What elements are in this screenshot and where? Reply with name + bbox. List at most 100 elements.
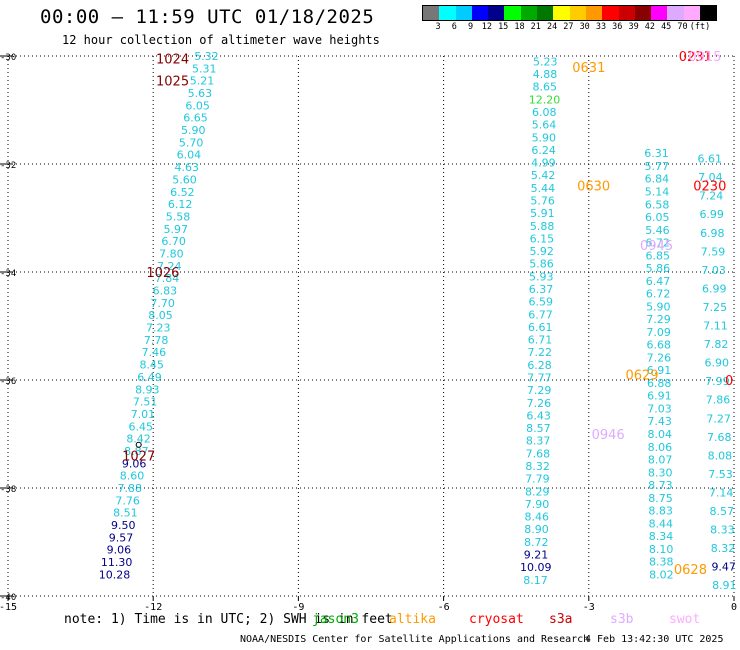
legend-label: 3 (435, 22, 441, 32)
wave-height-value: 6.12 (168, 198, 193, 211)
wave-height-value: 6.52 (170, 186, 195, 199)
wave-height-value: 8.44 (649, 517, 674, 530)
wave-height-value: 6.31 (644, 147, 669, 160)
wave-height-value: 7.29 (527, 384, 552, 397)
wave-height-value: 8.57 (710, 505, 735, 518)
pass-time-label: 0628 (674, 563, 707, 578)
wave-height-value: 8.65 (533, 81, 558, 94)
pass-time-label: 1027 (122, 450, 155, 465)
pass-time-label: 0915 (688, 50, 721, 65)
wave-height-value: 5.31 (192, 62, 217, 75)
wave-height-value: 8.04 (648, 428, 673, 441)
wave-height-value: 11.30 (101, 556, 133, 569)
y-tick-label: -38 (0, 485, 16, 495)
legend-swatch (569, 6, 586, 20)
wave-height-value: 6.88 (647, 377, 672, 390)
legend-swatch (683, 6, 701, 20)
wave-height-value: 5.90 (532, 131, 557, 144)
wave-height-value: 6.72 (646, 288, 671, 301)
wave-height-value: 7.04 (698, 171, 723, 184)
wave-height-value: 6.28 (527, 359, 552, 372)
legend-label: 18 (514, 22, 525, 32)
chart-title: 00:00 – 11:59 UTC 01/18/2025 (40, 6, 375, 28)
pass-time-label: 1026 (146, 266, 179, 281)
wave-height-value: 8.29 (525, 485, 550, 498)
wave-height-value: 8.10 (649, 543, 674, 556)
wave-height-value: 5.46 (645, 224, 670, 237)
pass-time-label: 0946 (592, 428, 625, 443)
legend-label: 39 (628, 22, 639, 32)
wave-height-value: 7.23 (146, 322, 171, 335)
y-tick-label: -32 (0, 161, 16, 171)
wave-height-value: 8.17 (523, 574, 548, 587)
wave-height-value: 6.61 (698, 153, 723, 166)
wave-height-value: 8.02 (649, 568, 674, 581)
wave-height-value: 7.79 (525, 473, 550, 486)
wave-height-value: 5.70 (179, 136, 204, 149)
wave-height-value: 5.64 (532, 119, 557, 132)
wave-height-value: 5.42 (531, 169, 556, 182)
wave-height-value: 6.91 (647, 390, 672, 403)
wave-height-value: 6.68 (647, 339, 672, 352)
legend-swatch (471, 6, 489, 20)
legend-swatch (585, 6, 603, 20)
x-tick-label: -9 (292, 602, 304, 613)
legend-swatch (537, 6, 554, 20)
wave-height-value: 8.72 (524, 536, 549, 549)
wave-height-value: 8.46 (524, 511, 549, 524)
legend-label: 36 (612, 22, 623, 32)
legend-label: 27 (563, 22, 574, 32)
wave-height-value: 5.92 (529, 245, 554, 258)
wave-height-value: 8.37 (526, 435, 551, 448)
legend-swatch (504, 6, 521, 20)
wave-height-value: 5.93 (529, 270, 554, 283)
wave-height-value: 4.63 (174, 161, 199, 174)
legend-label: 6 (451, 22, 457, 32)
wave-height-value: 7.26 (647, 351, 672, 364)
wave-height-value: 6.70 (161, 235, 186, 248)
legend-label: 15 (498, 22, 509, 32)
wave-height-value: 7.68 (707, 431, 732, 444)
wave-height-value: 6.83 (153, 285, 178, 298)
wave-height-value: 8.90 (524, 523, 549, 536)
wave-height-value: 7.77 (527, 371, 552, 384)
wave-height-value: 7.86 (706, 394, 731, 407)
legend-label: 9 (468, 22, 474, 32)
wave-height-value: 8.83 (648, 505, 673, 518)
wave-height-value: 7.43 (647, 415, 672, 428)
wave-height-value: 5.77 (644, 160, 669, 173)
legend-swatch (618, 6, 635, 20)
x-tick-label: -6 (438, 602, 450, 613)
generated-timestamp: 4 Feb 13:42:30 UTC 2025 (585, 634, 724, 645)
wave-height-value: 9.50 (111, 519, 136, 532)
wave-height-value: 8.45 (139, 359, 164, 372)
legend-swatch (700, 6, 717, 20)
wave-height-value: 6.49 (137, 371, 162, 384)
wave-height-value: 10.09 (520, 561, 552, 574)
x-tick-label: 0 (731, 602, 737, 613)
wave-height-value: 7.11 (703, 320, 728, 333)
pass-time-label: 0629 (625, 369, 658, 384)
wave-height-value: 6.59 (529, 296, 554, 309)
legend-swatch (667, 6, 684, 20)
legend-label: (ft) (689, 22, 711, 32)
wave-height-value: 6.58 (645, 198, 670, 211)
wave-height-value: 6.84 (645, 173, 670, 186)
wave-height-value: 6.05 (645, 211, 670, 224)
wave-height-value: 9.21 (524, 549, 549, 562)
wave-height-value: 6.99 (699, 208, 724, 221)
wave-height-value: 5.91 (530, 207, 555, 220)
wave-height-value: 6.71 (528, 334, 553, 347)
wave-height-value: 6.15 (530, 232, 555, 245)
wave-height-value: 7.46 (142, 346, 167, 359)
wave-height-value: 7.78 (144, 334, 169, 347)
wave-height-value: 5.58 (166, 210, 191, 223)
pass-time-label: 0230 (693, 180, 726, 195)
wave-height-value: 5.76 (530, 194, 555, 207)
wave-height-value: 7.70 (150, 297, 175, 310)
wave-height-value: 9.06 (122, 457, 147, 470)
wave-height-value: 7.24 (157, 260, 182, 273)
pass-time-label: 0630 (577, 180, 610, 195)
wave-height-value: 7.22 (528, 346, 553, 359)
